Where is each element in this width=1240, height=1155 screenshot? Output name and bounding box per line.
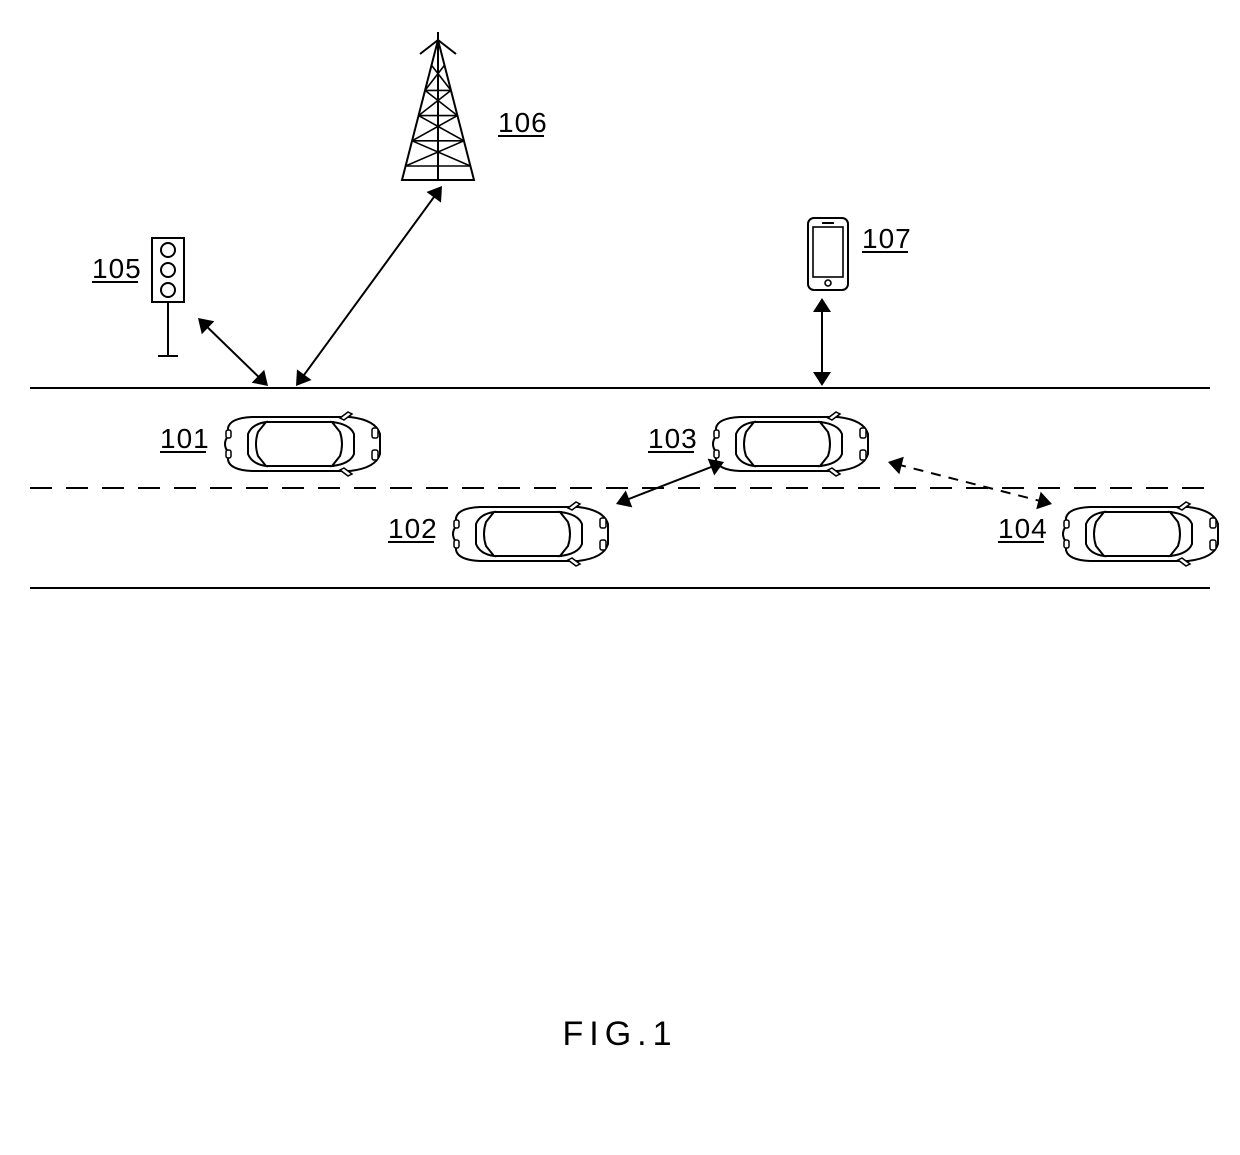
smartphone-icon (808, 218, 848, 290)
label-104: 104 (998, 513, 1048, 544)
comm-arrow-1 (301, 193, 437, 379)
label-105: 105 (92, 253, 142, 284)
label-103: 103 (648, 423, 698, 454)
comm-arrow-3 (624, 465, 716, 501)
label-102: 102 (388, 513, 438, 544)
comm-arrow-4-head-b (888, 457, 904, 474)
comm-arrow-1-head-b (426, 186, 442, 203)
comm-arrow-0 (204, 324, 262, 380)
car-103 (713, 412, 868, 476)
comm-arrow-1-head-a (296, 369, 312, 386)
comm-arrow-2-head-b (813, 298, 831, 312)
label-106: 106 (498, 107, 548, 138)
car-104 (1063, 502, 1218, 566)
traffic-light-icon (152, 238, 184, 356)
antenna-tower-icon (402, 32, 474, 180)
car-102 (453, 502, 608, 566)
label-101: 101 (160, 423, 210, 454)
label-107: 107 (862, 223, 912, 254)
comm-arrow-4-head-a (1036, 492, 1052, 509)
comm-arrow-2-head-a (813, 372, 831, 386)
comm-arrow-4 (896, 464, 1044, 502)
car-101 (225, 412, 380, 476)
figure-caption: FIG.1 (562, 1015, 677, 1053)
